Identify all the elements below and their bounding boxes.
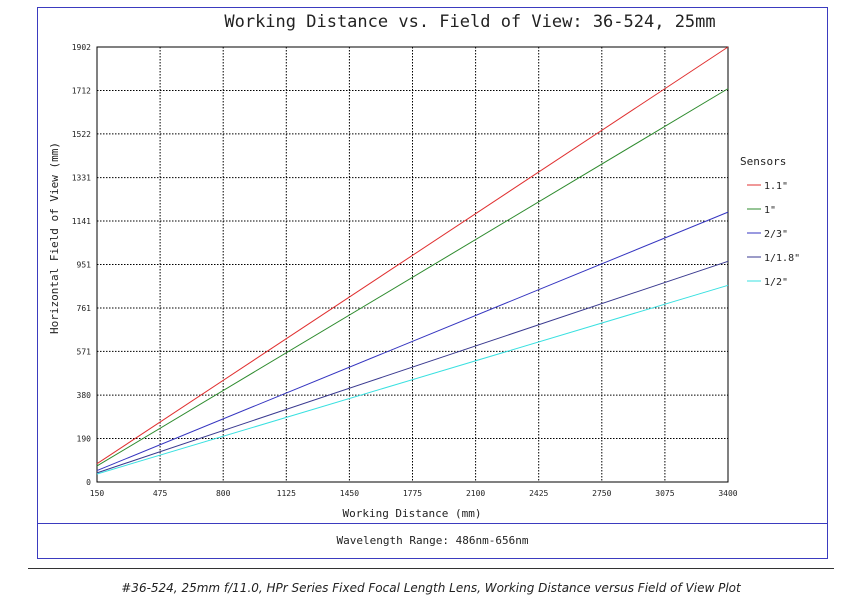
series-line (96, 88, 729, 467)
legend-label: 1/2" (764, 277, 788, 288)
series-line (96, 46, 729, 465)
x-axis-label: Working Distance (mm) (342, 507, 481, 520)
wavelength-range: Wavelength Range: 486nm-656nm (336, 534, 529, 547)
x-tick-label: 800 (216, 489, 231, 498)
x-tick-label: 1450 (340, 489, 359, 498)
grid-lines (97, 47, 728, 482)
x-tick-label: 3400 (718, 489, 737, 498)
legend-label: 1/1.8" (764, 253, 800, 264)
chart-frame (37, 7, 828, 559)
y-tick-label: 0 (86, 478, 91, 487)
footer-rule (28, 568, 834, 569)
legend: 1.1" 1" 2/3" 1/1.8" 1/2" (747, 181, 800, 288)
x-tick-label: 150 (90, 489, 105, 498)
x-tick-label: 3075 (655, 489, 674, 498)
y-tick-label: 571 (77, 347, 92, 356)
x-tick-label: 2425 (529, 489, 548, 498)
series-line (96, 211, 729, 472)
y-tick-label: 1141 (72, 217, 91, 226)
y-tick-label: 761 (77, 304, 92, 313)
legend-label: 1" (764, 205, 776, 216)
y-tick-labels: 0 190 380 571 761 951 1141 1331 1522 1712 1902 (72, 43, 91, 487)
x-tick-label: 2750 (592, 489, 611, 498)
chart-title: Working Distance vs. Field of View: 36-5… (224, 12, 715, 32)
y-tick-label: 1522 (72, 130, 91, 139)
y-tick-label: 1902 (72, 43, 91, 52)
x-tick-label: 1125 (277, 489, 296, 498)
x-tick-labels: 150 475 800 1125 1450 1775 2100 2425 2750 3075 340… (90, 489, 738, 498)
legend-label: 1.1" (764, 181, 788, 192)
fov-chart: Working Distance vs. Field of View: 36-5… (48, 12, 800, 520)
y-tick-label: 190 (77, 435, 92, 444)
y-tick-label: 380 (77, 391, 92, 400)
legend-title: Sensors (740, 155, 786, 168)
legend-label: 2/3" (764, 229, 788, 240)
frame-divider (37, 523, 828, 524)
x-tick-label: 1775 (403, 489, 422, 498)
series-line (96, 260, 729, 474)
figure-caption: #36-524, 25mm f/11.0, HPr Series Fixed F… (121, 581, 741, 595)
y-axis-label: Horizontal Field of View (mm) (48, 142, 61, 334)
x-tick-label: 2100 (466, 489, 485, 498)
y-tick-label: 951 (77, 261, 92, 270)
y-tick-label: 1331 (72, 174, 91, 183)
series-lines (96, 46, 729, 475)
x-tick-label: 475 (153, 489, 168, 498)
series-line (96, 284, 729, 475)
y-tick-label: 1712 (72, 86, 91, 95)
